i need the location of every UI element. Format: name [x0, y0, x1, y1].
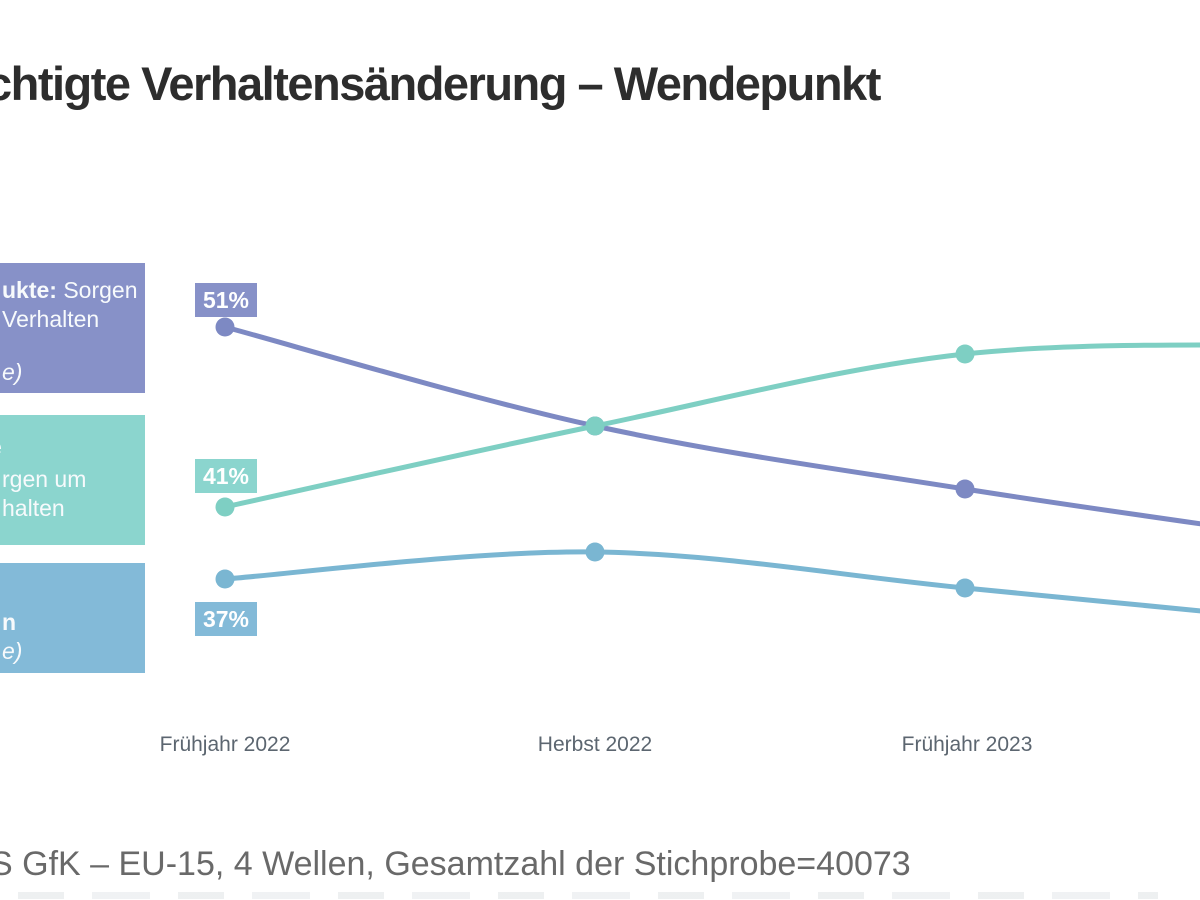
- legend-text-line: rgen um: [2, 466, 87, 492]
- legend-text-line: e): [2, 638, 23, 664]
- legend-box-0: ukte: Sorgen Verhalten e): [0, 263, 145, 393]
- cropped-text-remnant: [18, 892, 1158, 899]
- series-line-purple: [222, 324, 1200, 527]
- data-point-marker-blue-wave3: [955, 578, 975, 598]
- source-note: S GfK – EU-15, 4 Wellen, Gesamtzahl der …: [0, 845, 911, 883]
- data-point-marker-blue-wave2: [585, 542, 605, 562]
- point-value-label-purple: 51%: [195, 283, 257, 317]
- data-point-marker-blue-wave1: [215, 569, 235, 589]
- point-value-label-blue: 37%: [195, 602, 257, 636]
- legend-text-line: n: [2, 609, 17, 635]
- legend-text-line: ukte: Sorgen: [2, 277, 138, 303]
- legend-text-line: Verhalten: [2, 306, 100, 332]
- series-line-blue: [222, 549, 1200, 614]
- data-point-marker-teal-wave3: [955, 344, 975, 364]
- legend-box-2: n e): [0, 563, 145, 673]
- legend-text-line: e): [2, 359, 23, 385]
- data-point-marker-teal-wave1: [215, 497, 235, 517]
- data-point-marker-teal-wave2: [585, 416, 605, 436]
- data-point-marker-purple-wave3: [955, 479, 975, 499]
- series-line-teal: [222, 342, 1200, 510]
- data-point-marker-purple-wave1: [215, 317, 235, 337]
- point-value-label-teal: 41%: [195, 459, 257, 493]
- x-axis-label-wave3: Frühjahr 2023: [901, 733, 1033, 756]
- x-axis-label-wave1: Frühjahr 2022: [159, 733, 291, 756]
- page-title: chtigte Verhaltensänderung – Wendepunkt: [0, 57, 881, 110]
- legend-text-line: halten: [2, 495, 65, 521]
- x-axis-label-wave2: Herbst 2022: [537, 733, 653, 756]
